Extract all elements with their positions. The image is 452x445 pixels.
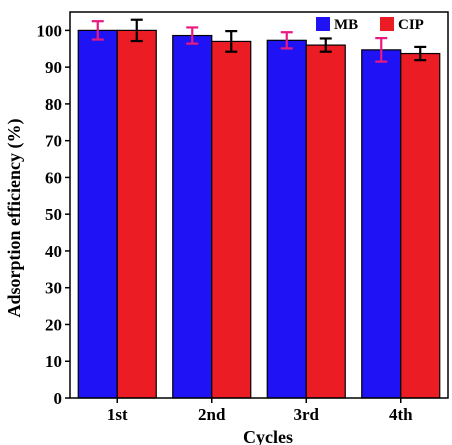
legend-label-mb: MB	[334, 17, 358, 33]
y-tick-label-40: 40	[45, 242, 62, 261]
y-tick-label-50: 50	[45, 205, 62, 224]
tick-labels-group: 1st 2nd 3rd 4th 0 10 20 30 40 50 60 70 80 90 100	[37, 21, 414, 424]
y-tick-label-10: 10	[45, 352, 62, 371]
x-axis-title: Cycles	[243, 427, 293, 445]
y-tick-label-60: 60	[45, 168, 62, 187]
legend: MB CIP	[316, 17, 424, 33]
y-tick-label-70: 70	[45, 132, 62, 151]
bar-cip-2nd	[211, 40, 252, 399]
y-tick-label-30: 30	[45, 279, 62, 298]
y-tick-label-100: 100	[37, 21, 63, 40]
x-tick-label-4th: 4th	[389, 405, 413, 424]
legend-label-cip: CIP	[398, 17, 424, 33]
y-tick-label-80: 80	[45, 95, 62, 114]
legend-swatch-cip	[380, 17, 394, 31]
x-tick-label-3rd: 3rd	[294, 405, 320, 424]
axes-group	[65, 11, 449, 403]
bar-cip-3rd	[305, 44, 346, 399]
x-tick-label-2nd: 2nd	[198, 405, 226, 424]
y-axis-title: Adsorption efficiency (%)	[4, 119, 25, 318]
y-tick-label-90: 90	[45, 58, 62, 77]
bars-group	[77, 29, 441, 399]
bar-mb-1st	[77, 29, 118, 399]
bar-mb-3rd	[266, 39, 307, 399]
bar-cip-1st	[116, 29, 157, 399]
bar-mb-2nd	[172, 34, 213, 399]
error-bars-group	[91, 18, 427, 63]
x-tick-label-1st: 1st	[107, 405, 128, 424]
y-tick-label-0: 0	[54, 389, 63, 408]
y-tick-label-20: 20	[45, 315, 62, 334]
plot-frame	[69, 11, 449, 399]
legend-swatch-mb	[316, 17, 330, 31]
bar-mb-4th	[361, 49, 402, 399]
bar-cip-4th	[400, 52, 441, 399]
